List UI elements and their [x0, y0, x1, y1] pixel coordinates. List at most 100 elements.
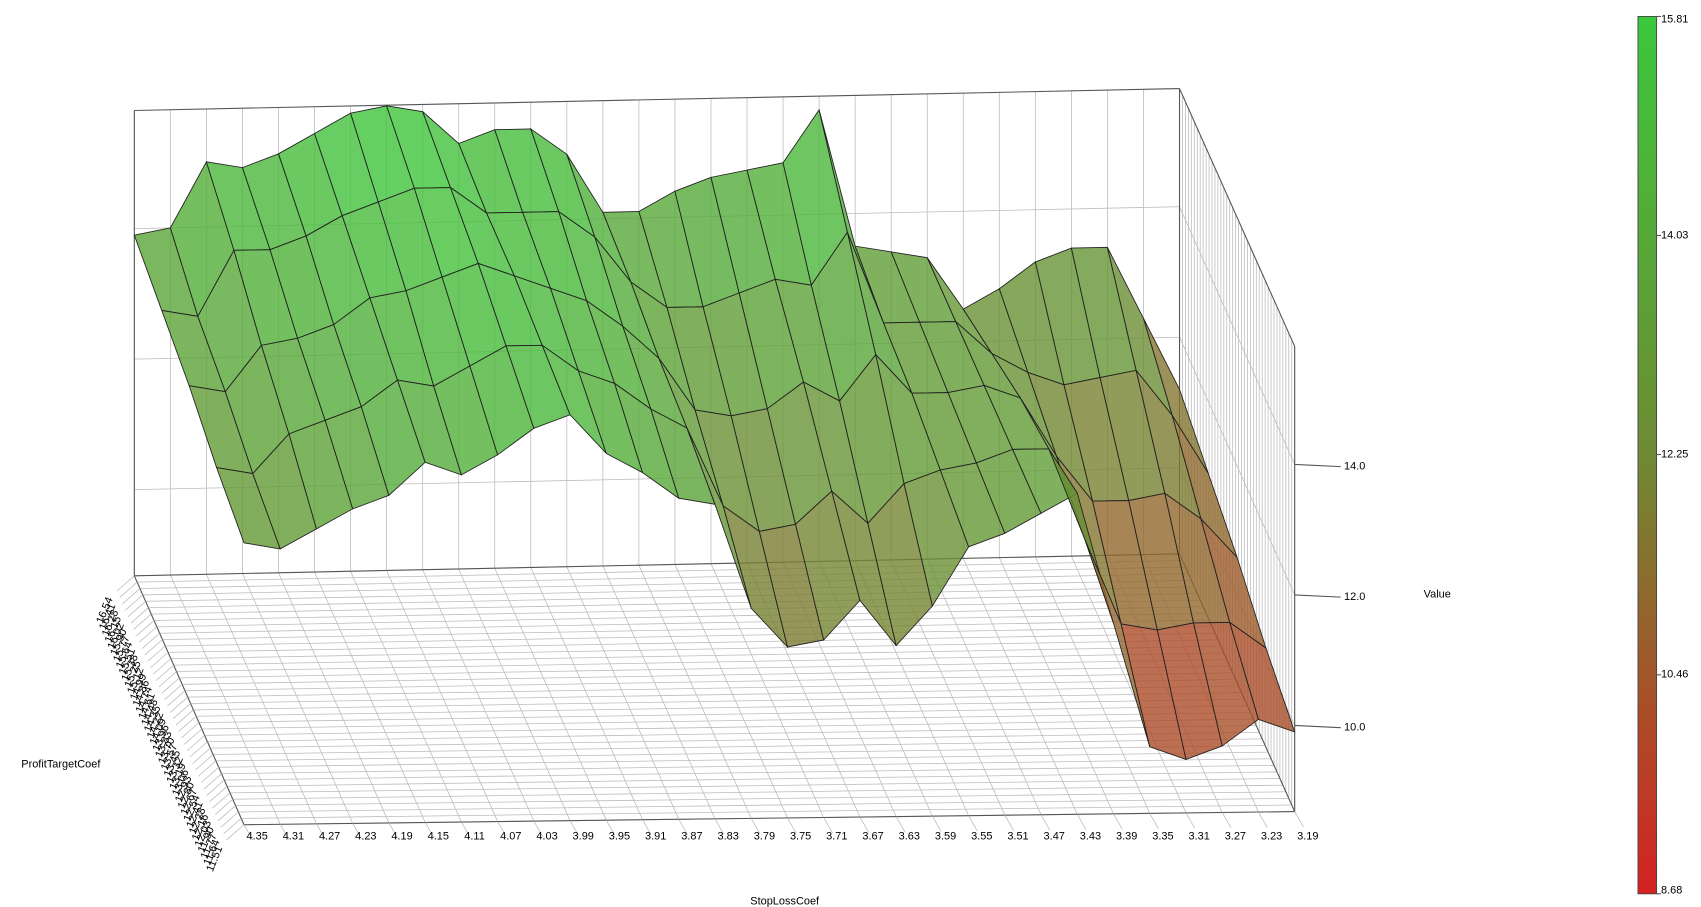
floor-grid-line	[241, 804, 1292, 819]
y-tick	[172, 703, 191, 720]
axis-frame-line	[134, 553, 1180, 577]
x-tick-label: 3.27	[1225, 831, 1246, 843]
x-tick	[569, 820, 580, 837]
x-tick	[895, 816, 906, 833]
floor-grid-line	[494, 568, 607, 821]
x-tick-label: 3.55	[971, 831, 992, 843]
floor-grid-line	[278, 572, 390, 824]
floor-grid-line	[207, 725, 1257, 743]
x-tick	[968, 815, 978, 832]
floor-grid-line	[215, 745, 1266, 762]
surface-patch	[1228, 621, 1296, 733]
floor-grid-line	[314, 571, 426, 823]
y-tick	[122, 588, 141, 605]
x-tick	[1258, 811, 1268, 828]
y-tick	[164, 684, 183, 700]
x-tick	[932, 815, 942, 832]
z-tick-label: 14.0	[1344, 461, 1365, 473]
x-tick-label: 4.03	[536, 831, 557, 843]
y-tick	[181, 722, 200, 739]
y-tick	[158, 671, 177, 688]
x-tick-label: 4.31	[283, 831, 304, 843]
floor-grid-line	[199, 705, 1248, 723]
floor-grid-line	[710, 563, 825, 818]
floor-grid-line	[165, 626, 1213, 647]
colorbar-tick-label: 10.46	[1661, 669, 1688, 681]
y-tick	[206, 779, 225, 796]
floor-grid-line	[179, 659, 1227, 679]
floor-grid-line	[638, 565, 752, 819]
x-tick-label: 4.19	[391, 831, 412, 843]
y-tick	[169, 696, 189, 713]
y-tick	[178, 715, 197, 732]
x-tick	[1185, 812, 1196, 829]
floor-grid-line	[193, 692, 1242, 711]
y-tick	[141, 632, 160, 649]
floor-grid-line	[998, 557, 1114, 815]
y-tick	[184, 728, 203, 745]
floor-grid-line	[238, 797, 1289, 813]
floor-grid-line	[139, 566, 1186, 589]
y-tick	[124, 594, 144, 611]
floor-grid-line	[232, 784, 1283, 800]
x-tick-label: 4.07	[500, 831, 521, 843]
y-tick	[214, 798, 234, 815]
x-tick-label: 3.39	[1116, 831, 1137, 843]
y-tick	[150, 652, 169, 669]
x-tick	[823, 817, 833, 834]
z-tick-label: 12.0	[1344, 591, 1365, 603]
x-tick	[787, 817, 797, 834]
floor-grid-line	[170, 639, 1218, 660]
floor-grid-line	[235, 791, 1286, 806]
floor-grid-line	[182, 665, 1230, 685]
floor-grid-line	[602, 565, 716, 820]
x-tick-label: 4.35	[247, 831, 268, 843]
x-tick-label: 3.87	[681, 831, 702, 843]
z-tick	[1294, 594, 1341, 598]
x-tick-label: 3.47	[1044, 831, 1065, 843]
y-tick	[167, 690, 186, 707]
x-tick-label: 3.35	[1152, 831, 1173, 843]
colorbar-tick-label: 12.25	[1661, 448, 1688, 460]
floor-grid-line	[204, 718, 1254, 736]
x-tick-label: 3.51	[1007, 831, 1028, 843]
z-tick	[1294, 724, 1341, 729]
floor-grid-line	[674, 564, 788, 819]
x-tick	[279, 824, 290, 840]
y-tick	[200, 767, 219, 783]
x-tick-label: 3.91	[645, 831, 666, 843]
x-tick	[352, 823, 362, 839]
x-tick-label: 3.75	[790, 831, 811, 843]
x-tick	[714, 818, 725, 835]
x-tick	[605, 820, 616, 836]
x-tick-label: 3.71	[826, 831, 847, 843]
axis-frame-line	[134, 88, 1180, 112]
colorbar-tick-label: 15.81	[1661, 14, 1688, 26]
y-tick	[139, 626, 158, 643]
y-tick	[144, 639, 163, 656]
x-tick-label: 3.31	[1188, 831, 1209, 843]
y-tick	[223, 818, 242, 835]
floor-grid-line	[151, 593, 1198, 615]
x-tick-label: 3.83	[717, 831, 738, 843]
grid-line	[1179, 337, 1296, 596]
y-tick	[133, 613, 152, 630]
z-tick	[1294, 463, 1341, 468]
floor-grid-line	[187, 679, 1236, 698]
x-tick-label: 4.23	[355, 831, 376, 843]
x-tick-label: 4.15	[428, 831, 449, 843]
floor-grid-line	[229, 778, 1280, 794]
floor-grid-line	[173, 645, 1221, 666]
floor-grid-line	[962, 558, 1078, 815]
surface	[133, 105, 1296, 761]
x-tick-label: 3.67	[862, 831, 883, 843]
z-tick-label: 10.0	[1344, 722, 1365, 734]
floor-grid-line	[227, 771, 1277, 787]
x-axis-title: StopLossCoef	[750, 895, 820, 907]
floor-grid-line	[566, 566, 680, 820]
floor-grid-line	[201, 712, 1251, 730]
floor-grid-line	[159, 612, 1207, 634]
floor-grid-line	[168, 632, 1215, 653]
x-tick	[1040, 814, 1051, 831]
